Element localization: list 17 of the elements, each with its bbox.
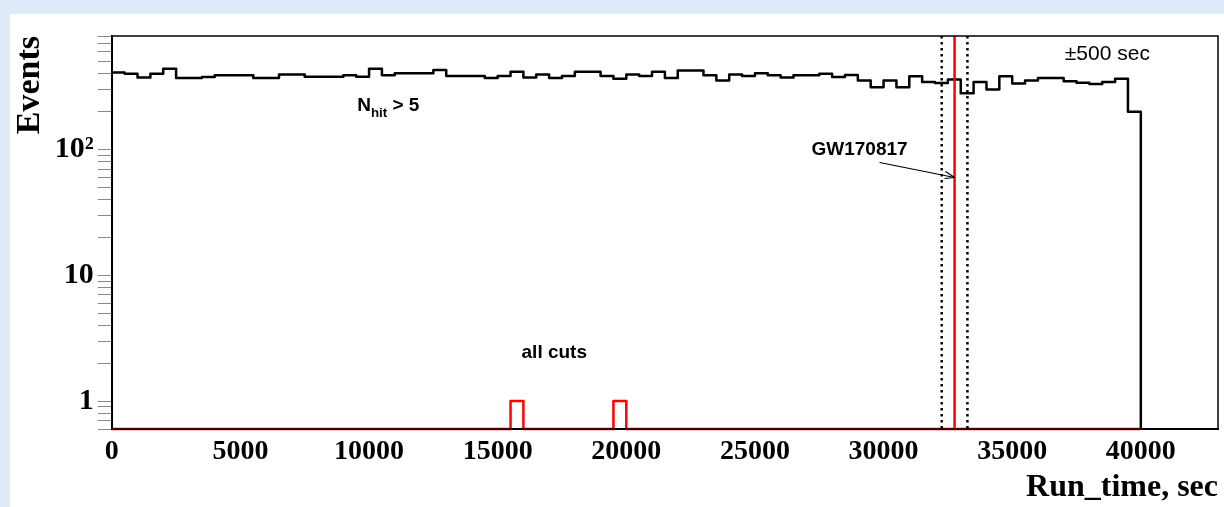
annotation: GW170817 [811,138,908,160]
annotation: ±500 sec [1064,40,1150,64]
y-tick-label: 10² [54,130,94,164]
x-tick-label: 25000 [719,434,790,466]
y-tick-label: 10 [63,256,94,290]
y-tick-label: 1 [78,381,94,415]
x-tick-label: 35000 [977,434,1048,466]
x-tick-label: 0 [104,434,119,466]
y-axis-title: Events [9,36,47,135]
annotation: all cuts [521,341,588,363]
x-tick-label: 5000 [212,434,269,466]
x-tick-label: 20000 [591,434,662,466]
x-tick-label: 15000 [462,434,533,466]
x-tick-label: 30000 [848,434,919,466]
x-tick-label: 40000 [1105,434,1176,466]
x-axis-title: Run_time, sec [1026,467,1218,504]
x-tick-label: 10000 [334,434,405,466]
